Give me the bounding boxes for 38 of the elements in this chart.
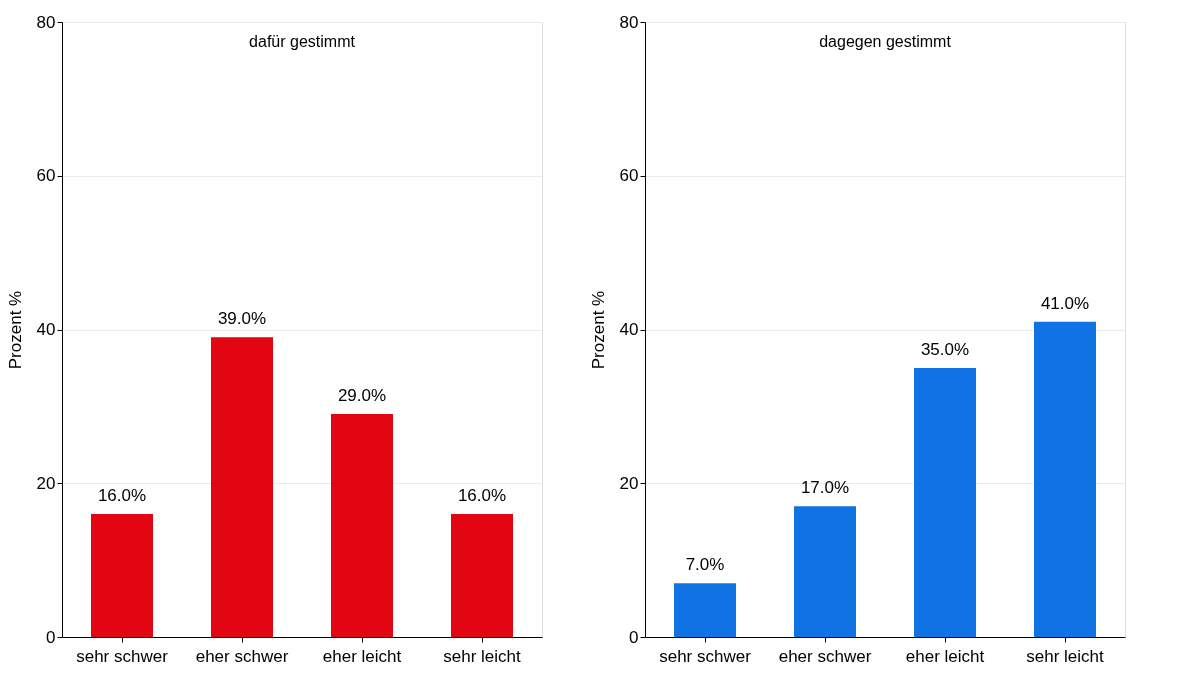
y-tick-label: 80: [36, 12, 56, 32]
data-label: 17.0%: [800, 478, 850, 498]
y-axis-title: Prozent %: [5, 290, 25, 370]
x-tick-label: sehr schwer: [659, 646, 752, 666]
x-tick-label: sehr leicht: [443, 646, 522, 666]
data-label: 7.0%: [685, 555, 725, 575]
data-label: 16.0%: [457, 486, 507, 505]
bar: [674, 583, 736, 637]
bar: [914, 367, 976, 637]
y-tick-label: 20: [619, 473, 639, 493]
y-tick-label: 40: [619, 320, 639, 339]
y-tick-label: 60: [619, 166, 639, 186]
x-tick-label: sehr leicht: [1026, 646, 1105, 666]
x-tick-label: eher leicht: [905, 646, 985, 666]
data-label: 29.0%: [337, 386, 387, 406]
y-axis-title: Prozent %: [588, 290, 608, 370]
y-tick-label: 0: [46, 627, 56, 647]
bar: [91, 514, 153, 637]
x-tick-label: eher leicht: [322, 646, 402, 666]
bar: [331, 414, 393, 637]
data-label: 41.0%: [1040, 293, 1090, 313]
x-tick-label: sehr schwer: [76, 646, 169, 666]
y-tick-label: 40: [36, 320, 56, 339]
bar: [451, 514, 513, 637]
x-tick-label: eher schwer: [778, 646, 872, 666]
data-label: 16.0%: [97, 486, 147, 505]
y-tick-label: 60: [36, 166, 56, 186]
text: dagegen gestimmt: [819, 33, 952, 50]
data-label: 39.0%: [217, 309, 267, 329]
x-tick-label: eher schwer: [195, 646, 289, 666]
bar: [794, 506, 856, 637]
bar: [1034, 321, 1096, 637]
data-label: 35.0%: [920, 339, 970, 359]
text: dafür gestimmt: [249, 33, 356, 50]
bar: [211, 337, 273, 637]
y-tick-label: 80: [619, 12, 639, 32]
y-tick-label: 20: [36, 473, 56, 493]
y-tick-label: 0: [629, 627, 639, 647]
